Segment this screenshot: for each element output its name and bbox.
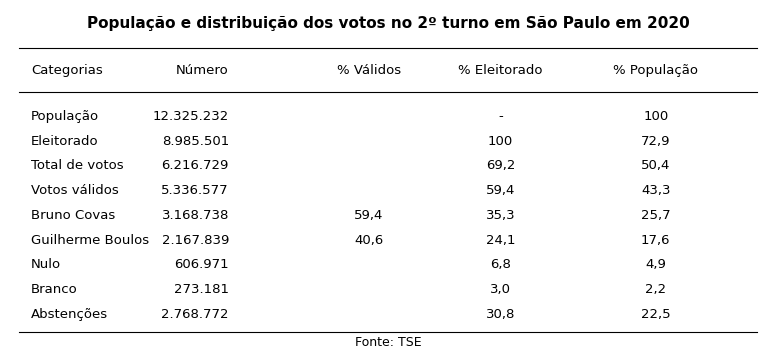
Text: 2,2: 2,2	[645, 283, 667, 296]
Text: Número: Número	[176, 64, 229, 76]
Text: Guilherme Boulos: Guilherme Boulos	[31, 234, 149, 247]
Text: Fonte: TSE: Fonte: TSE	[355, 336, 421, 349]
Text: 72,9: 72,9	[641, 135, 670, 148]
Text: 59,4: 59,4	[486, 184, 515, 197]
Text: Votos válidos: Votos válidos	[31, 184, 119, 197]
Text: 606.971: 606.971	[175, 258, 229, 271]
Text: 2.167.839: 2.167.839	[161, 234, 229, 247]
Text: 6,8: 6,8	[490, 258, 511, 271]
Text: 4,9: 4,9	[646, 258, 666, 271]
Text: % Eleitorado: % Eleitorado	[459, 64, 542, 76]
Text: 35,3: 35,3	[486, 209, 515, 222]
Text: População: População	[31, 110, 99, 123]
Text: 12.325.232: 12.325.232	[153, 110, 229, 123]
Text: 25,7: 25,7	[641, 209, 670, 222]
Text: 59,4: 59,4	[354, 209, 383, 222]
Text: Categorias: Categorias	[31, 64, 102, 76]
Text: 273.181: 273.181	[174, 283, 229, 296]
Text: -: -	[498, 110, 503, 123]
Text: % Válidos: % Válidos	[337, 64, 400, 76]
Text: 3,0: 3,0	[490, 283, 511, 296]
Text: 3.168.738: 3.168.738	[161, 209, 229, 222]
Text: 30,8: 30,8	[486, 308, 515, 321]
Text: 22,5: 22,5	[641, 308, 670, 321]
Text: Total de votos: Total de votos	[31, 159, 123, 172]
Text: Abstenções: Abstenções	[31, 308, 108, 321]
Text: 24,1: 24,1	[486, 234, 515, 247]
Text: Bruno Covas: Bruno Covas	[31, 209, 116, 222]
Text: 100: 100	[488, 135, 513, 148]
Text: 40,6: 40,6	[354, 234, 383, 247]
Text: 69,2: 69,2	[486, 159, 515, 172]
Text: 6.216.729: 6.216.729	[161, 159, 229, 172]
Text: % População: % População	[613, 64, 698, 76]
Text: Branco: Branco	[31, 283, 78, 296]
Text: 100: 100	[643, 110, 668, 123]
Text: 2.768.772: 2.768.772	[161, 308, 229, 321]
Text: População e distribuição dos votos no 2º turno em São Paulo em 2020: População e distribuição dos votos no 2º…	[87, 16, 689, 31]
Text: Eleitorado: Eleitorado	[31, 135, 99, 148]
Text: 5.336.577: 5.336.577	[161, 184, 229, 197]
Text: Nulo: Nulo	[31, 258, 61, 271]
Text: 8.985.501: 8.985.501	[161, 135, 229, 148]
Text: 50,4: 50,4	[641, 159, 670, 172]
Text: 43,3: 43,3	[641, 184, 670, 197]
Text: 17,6: 17,6	[641, 234, 670, 247]
